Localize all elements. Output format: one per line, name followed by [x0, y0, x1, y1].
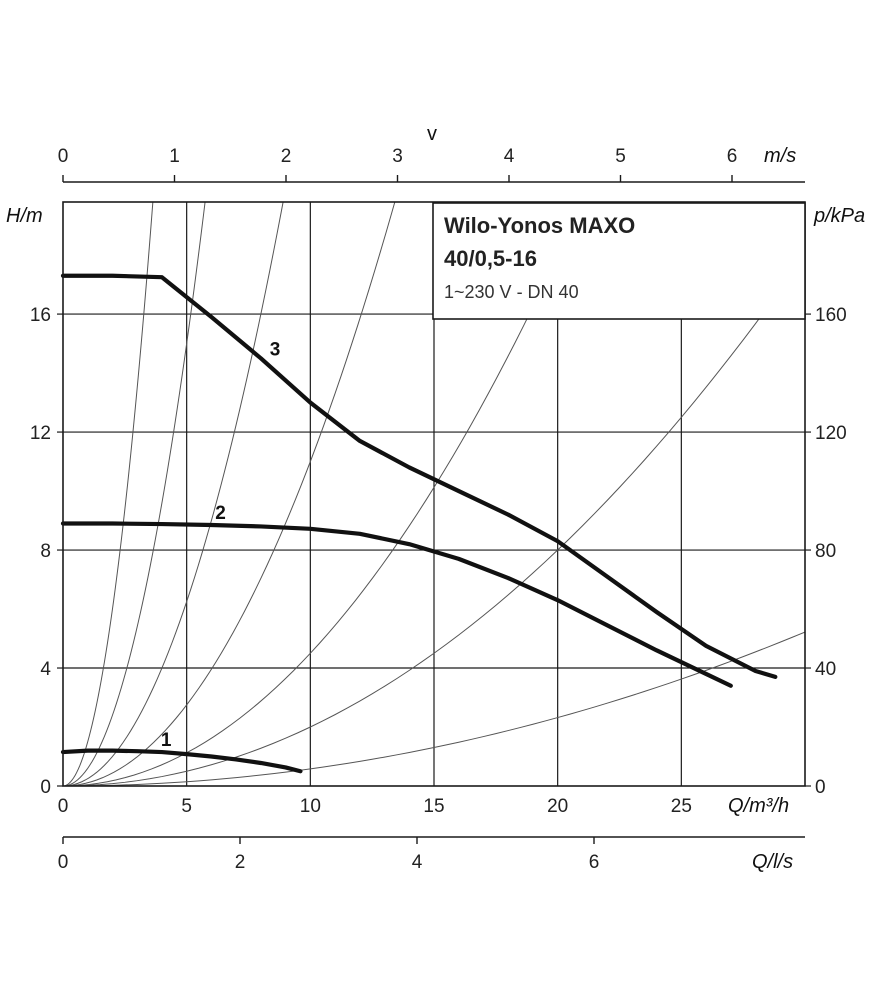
system-curve-3	[63, 202, 284, 786]
x-tick-label-5: 5	[181, 796, 192, 817]
series-curve-3	[60, 273, 778, 679]
y2-tick-label-0: 0	[815, 777, 826, 798]
top-tick-label-6: 6	[727, 146, 738, 167]
system-curves	[63, 202, 805, 786]
system-curve-4	[63, 202, 396, 786]
curve-label-1: 1	[161, 730, 172, 751]
plot-frame	[62, 201, 806, 787]
top-tick-label-5: 5	[615, 146, 626, 167]
series-curve-1	[60, 748, 303, 774]
y2-axis-title: p/kPa	[813, 205, 865, 227]
curve-label-3: 3	[270, 339, 281, 360]
top-tick-label-0: 0	[58, 146, 69, 167]
chart-subtitle: 40/0,5-16	[444, 246, 537, 271]
x-axis-title: Q/m³/h	[728, 795, 789, 817]
top-tick-label-2: 2	[281, 146, 292, 167]
system-curve-5	[63, 202, 583, 786]
system-curve-7	[63, 631, 805, 786]
top-tick-label-3: 3	[392, 146, 403, 167]
y2-tick-label-40: 40	[815, 659, 836, 680]
curve-label-2: 2	[215, 503, 226, 524]
bottom2-tick-label-6: 6	[589, 852, 600, 873]
system-curve-6	[63, 254, 805, 786]
y2-tick-label-80: 80	[815, 541, 836, 562]
y-axis-title: H/m	[6, 205, 43, 227]
x-tick-label-20: 20	[547, 796, 568, 817]
series-curve-2	[60, 521, 733, 688]
top-axis-title: v	[427, 123, 437, 145]
y-tick-label-8: 8	[40, 541, 51, 562]
y-tick-label-16: 16	[30, 305, 51, 326]
y-tick-label-4: 4	[40, 659, 51, 680]
x-tick-label-0: 0	[58, 796, 69, 817]
chart-caption: 1~230 V - DN 40	[444, 282, 579, 302]
bottom2-axis-title: Q/l/s	[752, 851, 793, 873]
title-box	[432, 202, 806, 320]
bottom2-tick-label-4: 4	[412, 852, 423, 873]
system-curve-1	[63, 202, 154, 786]
y-tick-label-12: 12	[30, 423, 51, 444]
top-tick-label-1: 1	[169, 146, 180, 167]
bottom2-tick-label-0: 0	[58, 852, 69, 873]
y2-tick-label-160: 160	[815, 305, 847, 326]
x-tick-label-25: 25	[671, 796, 692, 817]
x-tick-label-15: 15	[423, 796, 444, 817]
bottom2-tick-label-2: 2	[235, 852, 246, 873]
top-tick-label-4: 4	[504, 146, 515, 167]
y-tick-label-0: 0	[40, 777, 51, 798]
chart-title: Wilo-Yonos MAXO	[444, 213, 635, 238]
performance-curves: 1 2 3	[60, 273, 778, 774]
x-tick-label-10: 10	[300, 796, 321, 817]
top-axis-unit: m/s	[764, 145, 796, 167]
y2-tick-label-120: 120	[815, 423, 847, 444]
system-curve-2	[63, 202, 206, 786]
